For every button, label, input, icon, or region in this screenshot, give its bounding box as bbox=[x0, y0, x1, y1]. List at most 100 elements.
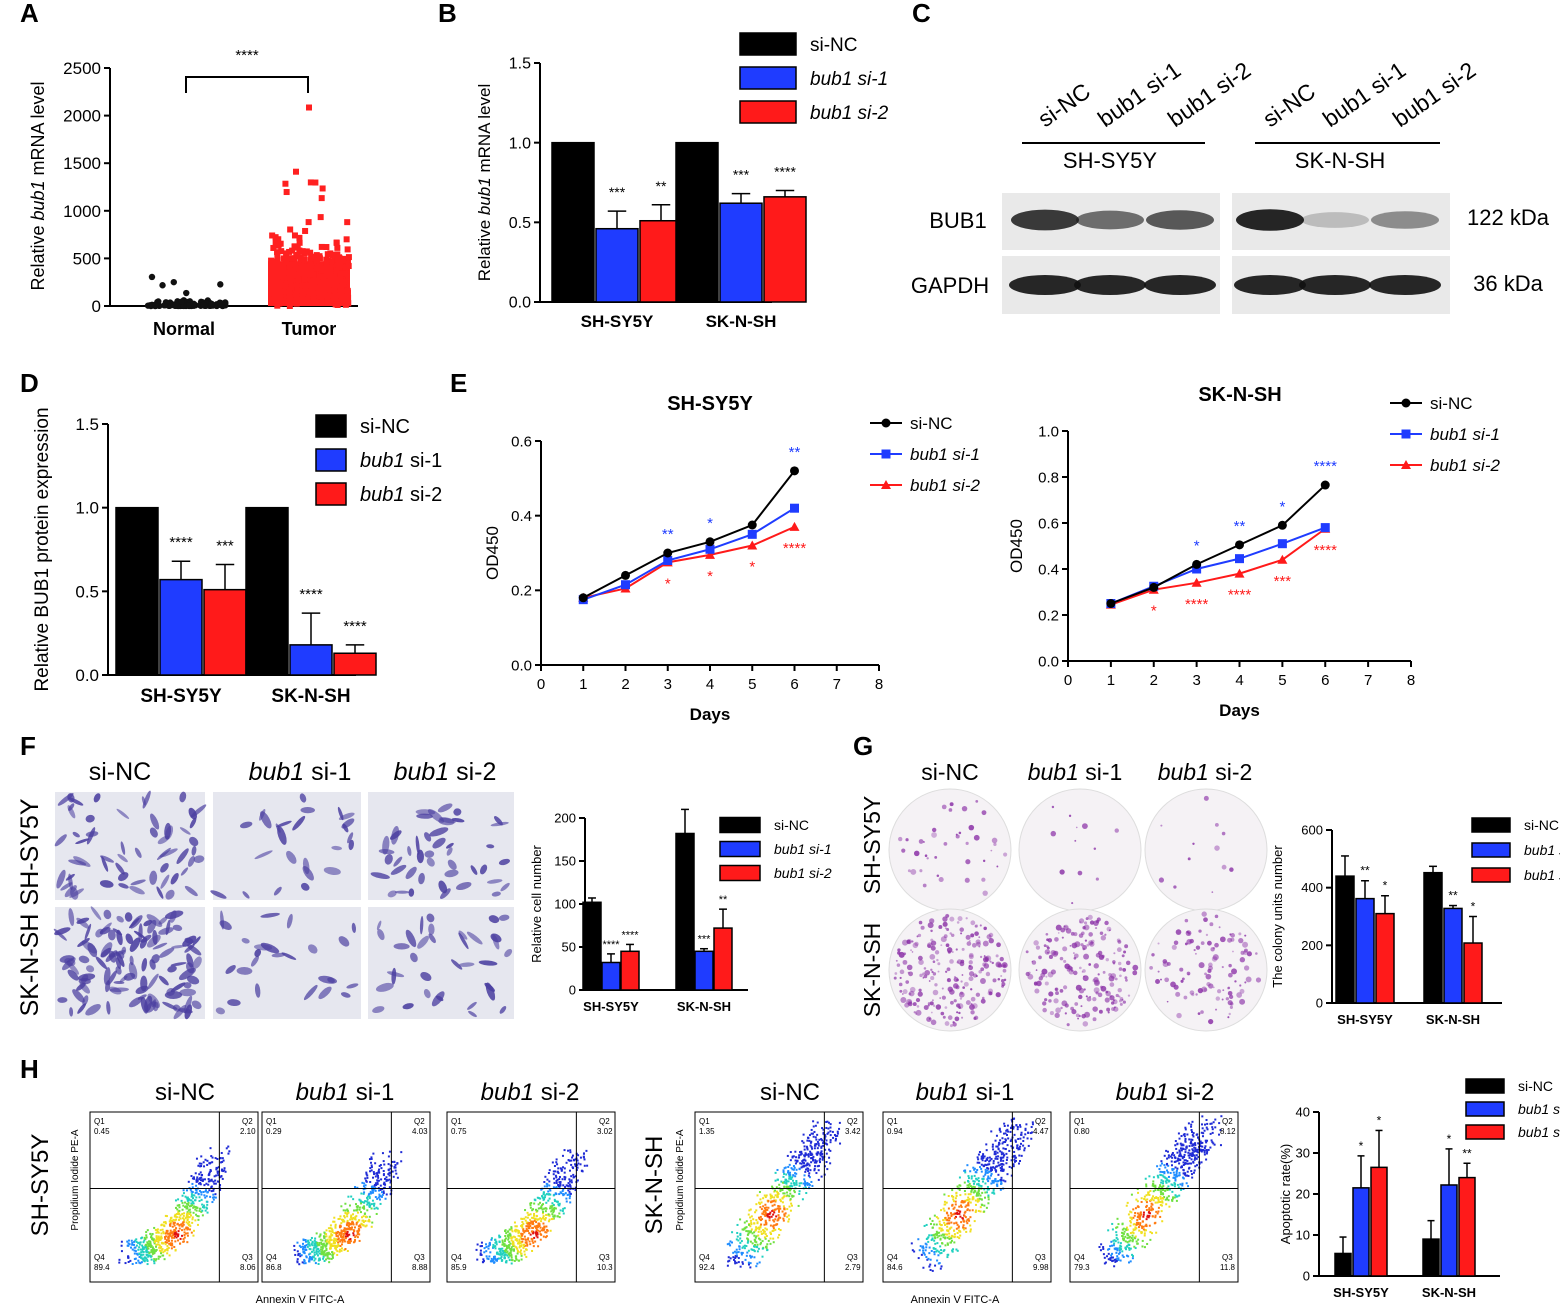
flow-event bbox=[1002, 1147, 1005, 1150]
flow-event bbox=[747, 1232, 750, 1235]
flow-event bbox=[1003, 1124, 1006, 1127]
transwell-cell bbox=[418, 872, 425, 885]
flow-event bbox=[174, 1206, 177, 1209]
flow-event bbox=[787, 1220, 790, 1223]
chart-E1-point-1-5 bbox=[790, 503, 799, 513]
colony-dot bbox=[931, 827, 937, 833]
transwell-cell bbox=[164, 822, 172, 840]
chart-A-tumor-point bbox=[294, 287, 301, 294]
flow-event bbox=[501, 1252, 504, 1255]
chart-E2-significance-si1: ** bbox=[1234, 518, 1246, 535]
flow-event bbox=[520, 1224, 523, 1227]
flow-event bbox=[753, 1222, 756, 1225]
flow-event bbox=[513, 1259, 516, 1262]
flow-event bbox=[800, 1151, 803, 1154]
flow-event bbox=[827, 1127, 830, 1130]
chart-E1-point-0-4 bbox=[747, 520, 757, 530]
colony-dot bbox=[1088, 963, 1092, 966]
transwell-cell bbox=[72, 989, 85, 1003]
flow-event bbox=[756, 1262, 759, 1265]
chart-E2-y-tick-label: 0.6 bbox=[1038, 515, 1059, 532]
flow-event bbox=[758, 1228, 761, 1231]
flow-event bbox=[311, 1244, 314, 1247]
flow-event bbox=[145, 1250, 148, 1253]
colony-dot bbox=[1209, 922, 1214, 927]
colony-dot bbox=[920, 925, 925, 930]
flow-event bbox=[973, 1182, 976, 1185]
chart-A-tumor-point bbox=[277, 294, 284, 301]
flow-event bbox=[926, 1258, 929, 1261]
flow-event bbox=[750, 1248, 753, 1251]
colony-dot bbox=[1085, 995, 1088, 998]
transwell-cell bbox=[85, 831, 99, 837]
flow-event bbox=[163, 1236, 166, 1239]
flow-event bbox=[190, 1175, 193, 1178]
flow-event bbox=[154, 1259, 157, 1262]
flow-event bbox=[967, 1218, 970, 1221]
colony-dot bbox=[1214, 942, 1219, 948]
flow-event bbox=[783, 1185, 786, 1188]
colony-dot bbox=[991, 961, 995, 965]
flow-event bbox=[171, 1219, 174, 1222]
flow-event bbox=[392, 1175, 395, 1178]
colony-dot bbox=[991, 837, 998, 844]
flow-event bbox=[561, 1209, 564, 1212]
flow-event bbox=[934, 1264, 937, 1267]
chart-E1-legend-marker bbox=[881, 418, 891, 428]
colony-dot bbox=[982, 890, 988, 896]
flow-event bbox=[791, 1155, 794, 1158]
flow-event bbox=[337, 1218, 340, 1221]
flow-event bbox=[208, 1162, 211, 1165]
flow-event bbox=[508, 1244, 511, 1247]
colony-dot bbox=[1042, 1007, 1047, 1013]
flow-event bbox=[205, 1195, 208, 1198]
flow-event bbox=[967, 1184, 970, 1187]
colony-dot bbox=[1227, 991, 1233, 996]
flow-event bbox=[340, 1218, 343, 1221]
chart-A-normal-point bbox=[152, 302, 159, 310]
flow-event bbox=[935, 1250, 938, 1253]
colony-dot bbox=[997, 963, 1003, 968]
flow-event bbox=[191, 1182, 194, 1185]
transwell-cell bbox=[76, 917, 90, 929]
chart-B-category-label: SH-SY5Y bbox=[581, 312, 654, 331]
flow-event bbox=[768, 1215, 771, 1218]
panel-label-A: A bbox=[20, 0, 39, 28]
flow-event bbox=[540, 1188, 543, 1191]
colony-dot bbox=[1034, 982, 1038, 987]
chart-A-tumor-point bbox=[296, 239, 303, 246]
flow-event bbox=[316, 1243, 319, 1246]
western-lane-label: si-NC bbox=[1033, 78, 1095, 132]
transwell-cell bbox=[160, 874, 170, 889]
flow-event bbox=[344, 1248, 347, 1251]
flow-event bbox=[798, 1184, 801, 1187]
flow-event bbox=[1016, 1144, 1019, 1147]
flow-quadrant-name: Q4 bbox=[699, 1253, 710, 1262]
chart-A-tumor-point bbox=[323, 262, 330, 269]
colony-dot bbox=[900, 997, 907, 1004]
flow-event bbox=[357, 1219, 360, 1222]
chart-A-tumor-point bbox=[331, 287, 338, 294]
flow-event bbox=[372, 1176, 375, 1179]
flow-event bbox=[827, 1131, 830, 1134]
transwell-cell bbox=[260, 811, 272, 829]
flow-event bbox=[161, 1228, 164, 1231]
flow-event bbox=[334, 1225, 337, 1228]
colony-dot bbox=[1113, 952, 1116, 955]
flow-event bbox=[542, 1228, 545, 1231]
flow-event bbox=[182, 1223, 185, 1226]
chart-D-category-label: SH-SY5Y bbox=[140, 686, 222, 707]
colony-dot bbox=[965, 859, 971, 865]
flow-event bbox=[1003, 1154, 1006, 1157]
flow-event bbox=[557, 1183, 560, 1186]
flow-event bbox=[518, 1245, 521, 1248]
flow-event bbox=[200, 1198, 203, 1201]
flow-event bbox=[179, 1214, 182, 1217]
flow-event bbox=[529, 1213, 532, 1216]
colony-dot bbox=[1191, 993, 1195, 997]
flow-event bbox=[352, 1198, 355, 1201]
flow-event bbox=[528, 1223, 531, 1226]
flow-event bbox=[380, 1195, 383, 1198]
flow-event bbox=[547, 1220, 550, 1223]
chart-E2-point-2-3 bbox=[1234, 568, 1245, 578]
